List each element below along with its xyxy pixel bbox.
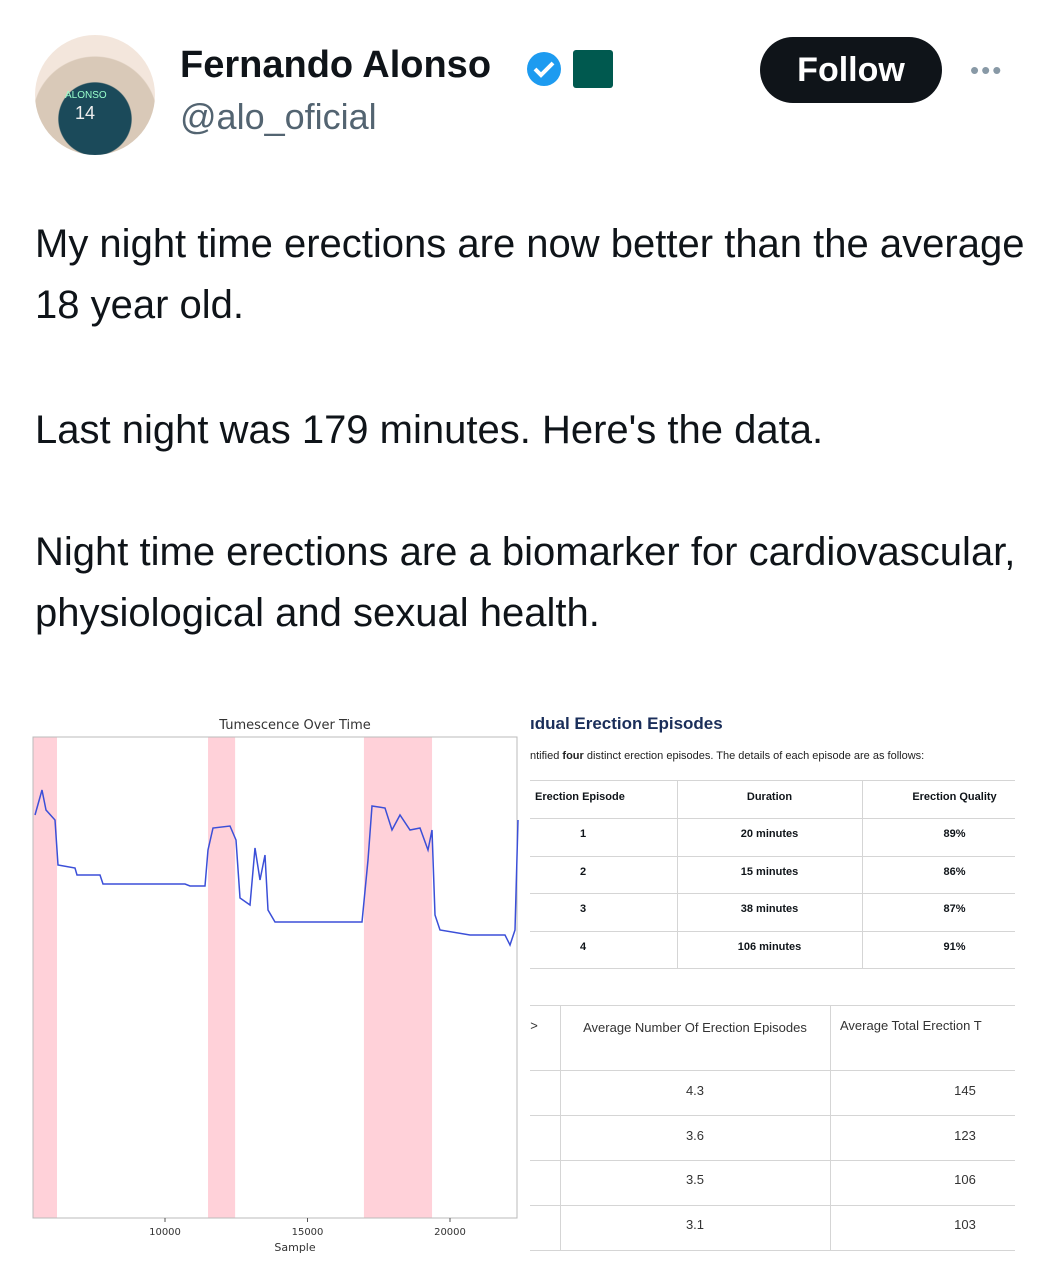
table-description: ntified four distinct erection episodes.…: [530, 750, 924, 762]
row-line: [530, 1005, 1015, 1006]
table-cell: 106: [954, 1172, 976, 1188]
text: four: [562, 750, 584, 762]
table-cell: 3.1: [685, 1217, 705, 1233]
row-line: [530, 931, 1015, 932]
table-cell: 4: [579, 941, 587, 954]
x-tick-label: 15000: [292, 1227, 324, 1238]
table-cell: 2: [579, 865, 587, 878]
more-button[interactable]: •••: [970, 55, 1004, 85]
row-line: [530, 1115, 1015, 1116]
author-name[interactable]: Fernando Alonso: [180, 44, 492, 86]
row-line: [530, 1205, 1015, 1206]
row-line: [530, 1160, 1015, 1161]
table-cell: 89%: [943, 828, 966, 840]
handle[interactable]: @alo_oficial: [180, 96, 377, 137]
column-line: [830, 1005, 831, 1250]
row-line: [530, 856, 1015, 857]
table-title: ıdual Erection Episodes: [530, 714, 723, 733]
plot-frame: [32, 736, 518, 1219]
table-cell: 3.5: [685, 1172, 705, 1188]
table-cell: 91%: [943, 941, 966, 954]
text: ntified: [530, 750, 563, 762]
table-cell: 87%: [943, 903, 966, 916]
row-line: [530, 818, 1015, 819]
table-cell: 3.6: [685, 1127, 705, 1143]
row-line: [530, 1070, 1015, 1071]
table-cell: 103: [954, 1217, 976, 1233]
x-tick-label: 20000: [434, 1227, 466, 1238]
column-line: [677, 780, 678, 968]
table-header: Duration: [746, 791, 793, 803]
avatar-text: ALONSO: [65, 90, 107, 101]
row-line: [530, 968, 1015, 969]
shaded-span: [363, 737, 433, 1218]
table-header: Erection Quality: [912, 791, 997, 803]
table-cell: 38 minutes: [740, 903, 799, 916]
shaded-span: [208, 737, 236, 1218]
verified-badge: [527, 52, 561, 86]
tweet-text: Last night was 179 minutes. Here's the d…: [35, 408, 824, 452]
row-line: [530, 893, 1015, 894]
tumescence-line: [34, 789, 519, 947]
table-header: >: [530, 1018, 538, 1033]
check: [533, 61, 555, 78]
table-header: Average Number Of Erection Episodes: [583, 1020, 807, 1035]
column-line: [560, 1005, 561, 1250]
chart: Tumescence Over Time Sample 10000 15000 20…: [32, 718, 519, 1254]
table-cell: 4.3: [685, 1083, 705, 1098]
tweet-text: My night time erections are now better t…: [35, 222, 1025, 327]
table-cell: 3: [579, 903, 587, 916]
table-cell: 20 minutes: [740, 828, 799, 840]
table-cell: 1: [579, 828, 587, 840]
x-tick-label: 10000: [149, 1227, 181, 1238]
table-cell: 145: [954, 1083, 976, 1098]
affiliate-badge: [573, 50, 613, 88]
column-line: [862, 780, 863, 968]
avatar-number: 14: [75, 103, 96, 123]
table-header: Erection Episode: [535, 791, 625, 803]
table-cell: 123: [954, 1127, 976, 1143]
chart-title: Tumescence Over Time: [218, 718, 371, 733]
row-line: [530, 780, 1015, 781]
table-cell: 86%: [943, 865, 966, 878]
table-cell: 106 minutes: [737, 941, 802, 954]
x-axis-label: Sample: [274, 1241, 315, 1254]
table-header: Average Total Erection T: [840, 1018, 982, 1033]
text: distinct erection episodes. The details …: [583, 750, 925, 762]
badges: [527, 50, 613, 88]
follow-button[interactable]: Follow: [760, 37, 942, 103]
shaded-span: [33, 737, 57, 1218]
table-cell: 15 minutes: [740, 865, 799, 878]
tweet-text: Night time erections are a biomarker for…: [35, 530, 1016, 635]
row-line: [530, 1250, 1015, 1251]
avatar[interactable]: ALONSO 14: [35, 35, 155, 155]
